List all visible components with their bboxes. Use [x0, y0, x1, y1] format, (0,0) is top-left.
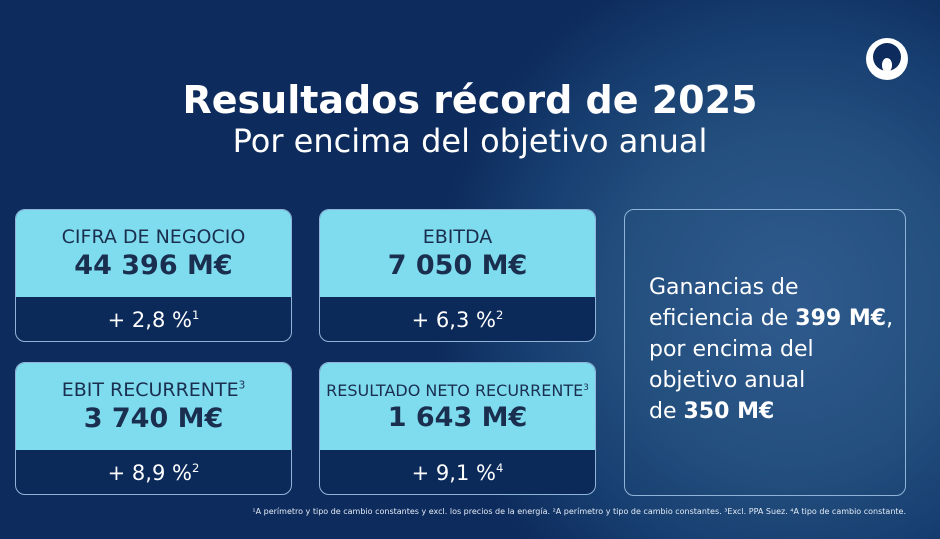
kpi-change: + 6,3 %2 — [411, 308, 504, 333]
efficiency-line: de 350 M€ — [649, 399, 775, 424]
kpi-value: 7 050 M€ — [387, 250, 528, 281]
efficiency-box: Ganancias de eficiencia de 399 M€, por e… — [624, 209, 906, 496]
kpi-card-ebitda: EBITDA 7 050 M€ + 6,3 %2 — [319, 209, 596, 342]
kpi-label: EBIT RECURRENTE3 — [61, 379, 246, 401]
kpi-change: + 9,1 %4 — [411, 461, 504, 486]
page-subtitle: Por encima del objetivo anual — [232, 122, 708, 160]
kpi-card-revenue: CIFRA DE NEGOCIO 44 396 M€ + 2,8 %1 — [15, 209, 292, 342]
kpi-label: RESULTADO NETO RECURRENTE3 — [326, 381, 589, 400]
kpi-change: + 2,8 %1 — [107, 308, 200, 333]
efficiency-line: por encima del — [649, 337, 814, 362]
kpi-label: EBITDA — [422, 226, 493, 248]
company-logo-icon — [866, 38, 908, 80]
efficiency-line: eficiencia de 399 M€, — [649, 306, 894, 331]
kpi-card-ebit: EBIT RECURRENTE3 3 740 M€ + 8,9 %2 — [15, 362, 292, 495]
kpi-label: CIFRA DE NEGOCIO — [61, 226, 246, 248]
kpi-value: 1 643 M€ — [387, 402, 528, 433]
efficiency-line: objetivo anual — [649, 368, 806, 393]
footnote: ¹A perímetro y tipo de cambio constantes… — [252, 507, 906, 516]
kpi-value: 3 740 M€ — [83, 403, 224, 434]
page-title: Resultados récord de 2025 — [182, 78, 758, 122]
kpi-value: 44 396 M€ — [74, 250, 233, 281]
kpi-change: + 8,9 %2 — [107, 461, 200, 486]
efficiency-line: Ganancias de — [649, 275, 799, 300]
kpi-card-net-income: RESULTADO NETO RECURRENTE3 1 643 M€ + 9,1… — [319, 362, 596, 495]
